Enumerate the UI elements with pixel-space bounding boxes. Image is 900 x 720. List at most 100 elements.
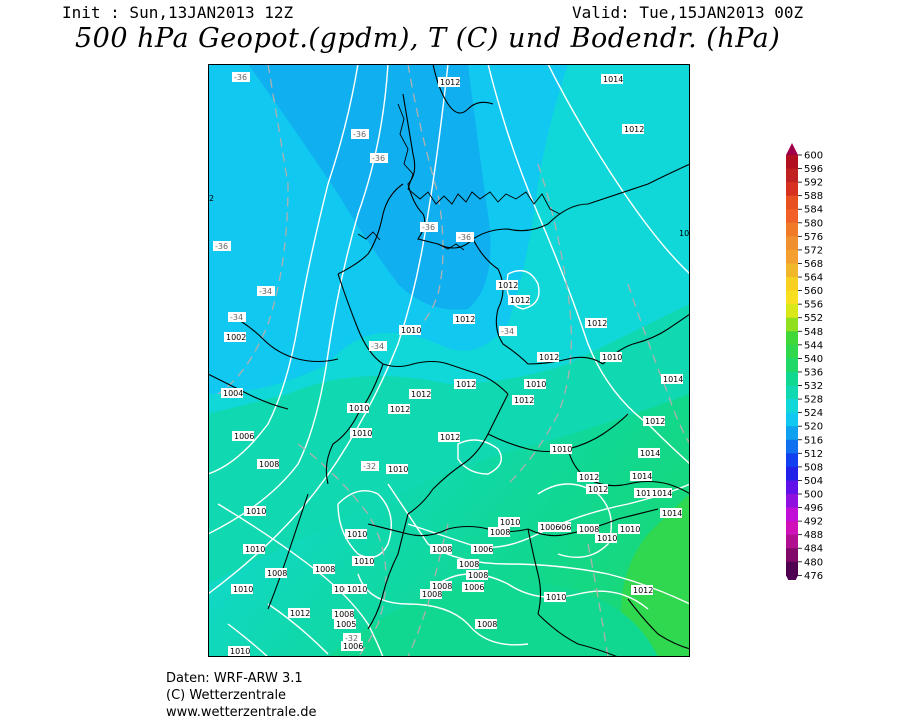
legend-label: 552 bbox=[804, 313, 823, 324]
svg-text:1010: 1010 bbox=[500, 518, 520, 527]
legend-swatch bbox=[786, 155, 798, 170]
legend-swatch bbox=[786, 439, 798, 454]
svg-text:1012: 1012 bbox=[456, 380, 476, 389]
svg-text:-34: -34 bbox=[259, 287, 272, 296]
svg-text:1008: 1008 bbox=[334, 610, 354, 619]
legend-swatch bbox=[786, 222, 798, 237]
map-frame bbox=[208, 64, 690, 657]
weather-map[interactable]: 1012 1014 1012 1002 1004 1006 1008 1010 … bbox=[208, 64, 690, 657]
legend-swatch bbox=[786, 182, 798, 197]
color-legend: 600 596 592 588 584 580 576 572 568 564 560 556 552 5… bbox=[786, 143, 846, 588]
svg-text:-36: -36 bbox=[215, 242, 228, 251]
svg-text:1008: 1008 bbox=[490, 528, 510, 537]
legend-swatch bbox=[786, 548, 798, 563]
svg-text:1012: 1012 bbox=[498, 281, 518, 290]
legend-swatch bbox=[786, 561, 798, 576]
legend-swatch bbox=[786, 358, 798, 373]
svg-text:1010: 1010 bbox=[347, 530, 367, 539]
svg-text:10: 10 bbox=[679, 229, 689, 238]
legend-swatch bbox=[786, 290, 798, 305]
svg-text:1014: 1014 bbox=[640, 449, 660, 458]
svg-text:1010: 1010 bbox=[401, 326, 421, 335]
svg-text:1002: 1002 bbox=[226, 333, 246, 342]
legend-label: 548 bbox=[804, 327, 823, 338]
legend-label: 592 bbox=[804, 178, 823, 189]
legend-label: 564 bbox=[804, 273, 823, 284]
legend-swatch bbox=[786, 480, 798, 495]
legend-swatch bbox=[786, 426, 798, 441]
svg-text:1008: 1008 bbox=[432, 582, 452, 591]
svg-text:-32: -32 bbox=[363, 462, 376, 471]
legend-label: 596 bbox=[804, 164, 823, 175]
copyright: (C) Wetterzentrale bbox=[166, 688, 287, 703]
map-title: 500 hPa Geopot.(gpdm), T (C) und Bodendr… bbox=[75, 23, 781, 54]
svg-text:1012: 1012 bbox=[440, 78, 460, 87]
legend-label: 492 bbox=[804, 517, 823, 528]
svg-text:1008: 1008 bbox=[468, 571, 488, 580]
legend-swatch bbox=[786, 534, 798, 549]
svg-text:1010: 1010 bbox=[526, 380, 546, 389]
svg-text:1012: 1012 bbox=[633, 586, 653, 595]
svg-text:1012: 1012 bbox=[636, 489, 656, 498]
legend-swatch bbox=[786, 344, 798, 359]
data-source: Daten: WRF-ARW 3.1 bbox=[166, 671, 303, 686]
pressure-labels: 1012 1014 1012 1002 1004 1006 1008 1010 … bbox=[221, 74, 683, 656]
svg-text:1010: 1010 bbox=[245, 545, 265, 554]
svg-text:1012: 1012 bbox=[514, 396, 534, 405]
legend-label: 532 bbox=[804, 381, 823, 392]
svg-text:1008: 1008 bbox=[334, 585, 354, 594]
svg-text:1010: 1010 bbox=[246, 507, 266, 516]
legend-label: 524 bbox=[804, 408, 823, 419]
svg-text:1008: 1008 bbox=[315, 565, 335, 574]
svg-text:1006: 1006 bbox=[473, 545, 493, 554]
svg-text:-34: -34 bbox=[501, 327, 514, 336]
legend-swatch bbox=[786, 385, 798, 400]
svg-text:1014: 1014 bbox=[662, 509, 682, 518]
temperature-labels: -36 -36 -36 -36 -36 -36 -34 -34 -34 -34 … bbox=[213, 72, 517, 643]
legend-swatch bbox=[786, 236, 798, 251]
legend-label: 528 bbox=[804, 395, 823, 406]
legend-label: 488 bbox=[804, 530, 823, 541]
legend-label: 568 bbox=[804, 259, 823, 270]
svg-text:1006: 1006 bbox=[540, 523, 560, 532]
svg-text:1010: 1010 bbox=[620, 525, 640, 534]
legend-label: 600 bbox=[804, 151, 823, 162]
svg-text:1014: 1014 bbox=[632, 472, 652, 481]
legend-label: 572 bbox=[804, 245, 823, 256]
svg-text:1012: 1012 bbox=[390, 405, 410, 414]
svg-text:1008: 1008 bbox=[432, 545, 452, 554]
legend-label: 536 bbox=[804, 367, 823, 378]
svg-text:1012: 1012 bbox=[587, 319, 607, 328]
legend-label: 560 bbox=[804, 286, 823, 297]
legend-arrow-bottom bbox=[786, 575, 798, 588]
svg-text:1008: 1008 bbox=[422, 590, 442, 599]
svg-text:-36: -36 bbox=[353, 130, 366, 139]
legend-label: 504 bbox=[804, 476, 823, 487]
legend-swatch bbox=[786, 263, 798, 278]
legend-swatch bbox=[786, 317, 798, 332]
svg-text:1012: 1012 bbox=[455, 315, 475, 324]
svg-text:-36: -36 bbox=[234, 73, 247, 82]
svg-text:1010: 1010 bbox=[230, 647, 250, 656]
svg-text:1010: 1010 bbox=[352, 429, 372, 438]
svg-text:1014: 1014 bbox=[603, 75, 623, 84]
svg-text:1014: 1014 bbox=[663, 375, 683, 384]
legend-swatch bbox=[786, 399, 798, 414]
svg-text:1012: 1012 bbox=[440, 433, 460, 442]
svg-text:-32: -32 bbox=[345, 634, 358, 643]
legend-swatch bbox=[786, 277, 798, 292]
svg-text:1008: 1008 bbox=[267, 569, 287, 578]
svg-text:1008: 1008 bbox=[459, 560, 479, 569]
svg-text:1006: 1006 bbox=[551, 523, 571, 532]
legend-label: 556 bbox=[804, 300, 823, 311]
svg-text:1010: 1010 bbox=[354, 557, 374, 566]
svg-text:1010: 1010 bbox=[546, 593, 566, 602]
legend-swatch bbox=[786, 494, 798, 509]
svg-text:1012: 1012 bbox=[290, 609, 310, 618]
legend-label: 544 bbox=[804, 340, 823, 351]
svg-text:-34: -34 bbox=[230, 313, 243, 322]
init-time: Init : Sun,13JAN2013 12Z bbox=[62, 3, 294, 22]
legend-swatch bbox=[786, 249, 798, 264]
legend-swatch bbox=[786, 521, 798, 536]
legend-swatch bbox=[786, 466, 798, 481]
